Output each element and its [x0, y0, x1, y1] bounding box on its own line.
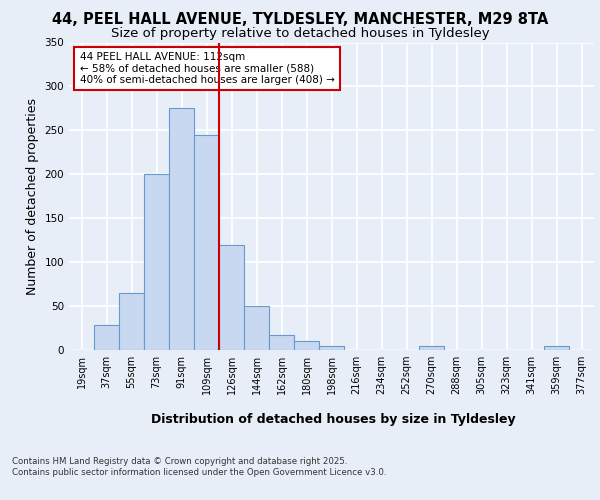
Text: Distribution of detached houses by size in Tyldesley: Distribution of detached houses by size … [151, 412, 515, 426]
Bar [544, 346, 569, 350]
Bar [244, 306, 269, 350]
Bar [219, 244, 244, 350]
Text: 44, PEEL HALL AVENUE, TYLDESLEY, MANCHESTER, M29 8TA: 44, PEEL HALL AVENUE, TYLDESLEY, MANCHES… [52, 12, 548, 28]
Bar [119, 293, 144, 350]
Text: Size of property relative to detached houses in Tyldesley: Size of property relative to detached ho… [110, 28, 490, 40]
Bar [294, 341, 319, 350]
Bar [419, 346, 444, 350]
Y-axis label: Number of detached properties: Number of detached properties [26, 98, 39, 294]
Text: 44 PEEL HALL AVENUE: 112sqm
← 58% of detached houses are smaller (588)
40% of se: 44 PEEL HALL AVENUE: 112sqm ← 58% of det… [79, 52, 334, 85]
Bar [94, 326, 119, 350]
Text: Contains HM Land Registry data © Crown copyright and database right 2025.
Contai: Contains HM Land Registry data © Crown c… [12, 458, 386, 477]
Bar [144, 174, 169, 350]
Bar [169, 108, 194, 350]
Bar [269, 335, 294, 350]
Bar [319, 346, 344, 350]
Bar [194, 134, 219, 350]
